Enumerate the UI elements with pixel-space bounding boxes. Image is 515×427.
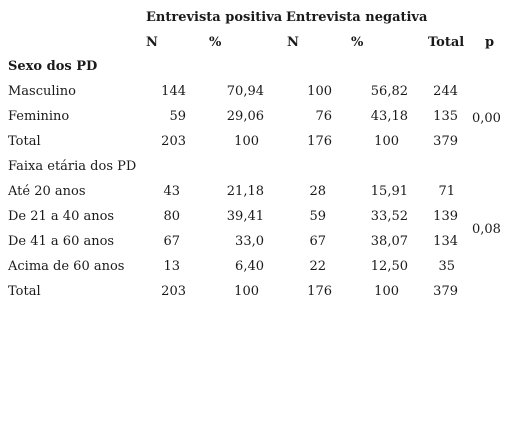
column-header-pct-positive: %	[209, 35, 222, 50]
cell-n-positive: 59	[169, 109, 186, 124]
column-header-n-negative: N	[287, 35, 299, 50]
cell-total: 71	[438, 184, 455, 199]
cell-n-negative: 176	[307, 284, 332, 299]
cell-pct-negative: 15,91	[370, 184, 408, 199]
row-label: Acima de 60 anos	[8, 259, 125, 274]
cell-total: 35	[438, 259, 455, 274]
cell-n-negative: 22	[309, 259, 326, 274]
p-value-sex: 0,00	[472, 111, 501, 126]
section-title-sex: Sexo dos PD	[8, 59, 98, 74]
cell-n-negative: 100	[307, 84, 332, 99]
cell-n-positive: 67	[163, 234, 180, 249]
cell-n-positive: 203	[161, 134, 186, 149]
cell-total: 379	[433, 134, 458, 149]
section-title-age: Faixa etária dos PD	[8, 159, 137, 174]
cell-pct-negative: 56,82	[370, 84, 408, 99]
cell-pct-negative: 100	[374, 284, 399, 299]
cell-pct-positive: 29,06	[226, 109, 264, 124]
row-label: De 41 a 60 anos	[8, 234, 115, 249]
cell-n-negative: 67	[309, 234, 326, 249]
cell-pct-negative: 100	[374, 134, 399, 149]
cell-pct-positive: 39,41	[226, 209, 264, 224]
cell-pct-positive: 100	[234, 134, 259, 149]
column-header-n-positive: N	[146, 35, 158, 50]
row-label: Feminino	[8, 109, 70, 124]
p-value-age: 0,08	[472, 222, 501, 237]
cell-pct-positive: 33,0	[235, 234, 264, 249]
cell-pct-positive: 21,18	[226, 184, 264, 199]
cell-n-negative: 59	[309, 209, 326, 224]
cell-n-negative: 76	[315, 109, 332, 124]
cell-pct-positive: 70,94	[226, 84, 264, 99]
cell-pct-positive: 100	[234, 284, 259, 299]
cell-total: 244	[433, 84, 458, 99]
cell-pct-negative: 12,50	[370, 259, 408, 274]
cell-n-positive: 43	[163, 184, 180, 199]
group-header-positive: Entrevista positiva	[146, 10, 283, 25]
cell-n-negative: 176	[307, 134, 332, 149]
cell-n-negative: 28	[309, 184, 326, 199]
row-label: De 21 a 40 anos	[8, 209, 115, 224]
cell-total: 139	[433, 209, 458, 224]
column-header-total: Total	[428, 35, 465, 50]
column-header-pct-negative: %	[351, 35, 364, 50]
column-header-p: p	[485, 35, 495, 50]
row-label: Total	[8, 284, 41, 299]
cell-pct-negative: 38,07	[370, 234, 408, 249]
cell-n-positive: 144	[161, 84, 186, 99]
cell-total: 135	[433, 109, 458, 124]
row-label: Masculino	[8, 84, 76, 99]
cell-total: 379	[433, 284, 458, 299]
cell-total: 134	[433, 234, 458, 249]
cell-n-positive: 13	[163, 259, 180, 274]
cell-pct-negative: 33,52	[370, 209, 408, 224]
cell-pct-positive: 6,40	[235, 259, 264, 274]
cell-n-positive: 203	[161, 284, 186, 299]
group-header-negative: Entrevista negativa	[286, 10, 428, 25]
row-label: Total	[8, 134, 41, 149]
cell-n-positive: 80	[163, 209, 180, 224]
cell-pct-negative: 43,18	[370, 109, 408, 124]
row-label: Até 20 anos	[8, 184, 86, 199]
